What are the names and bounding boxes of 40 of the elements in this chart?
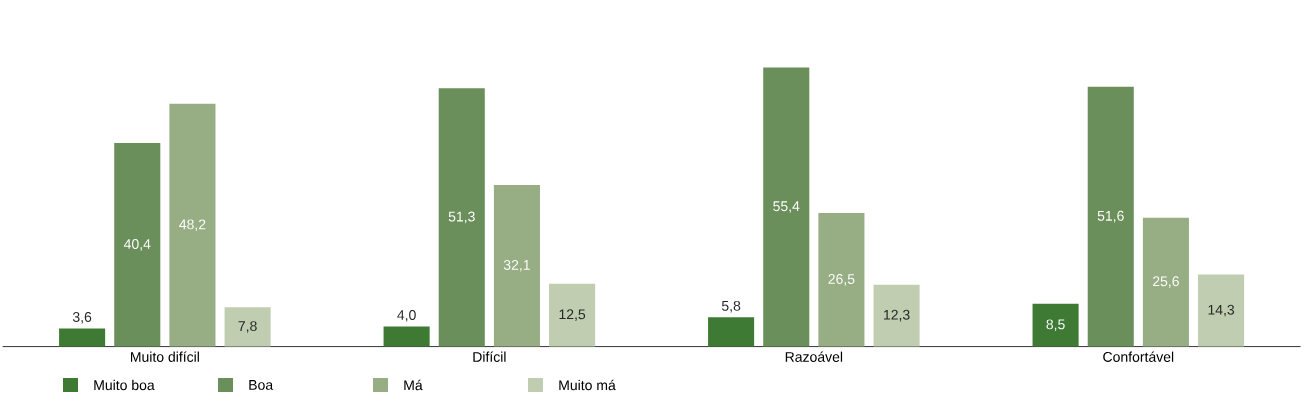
data-label: 40,4 — [123, 239, 151, 251]
data-label: 8,5 — [1046, 319, 1065, 331]
x-tick-label: Confortável — [1103, 351, 1174, 362]
data-label: 25,6 — [1152, 276, 1179, 288]
data-label: 12,3 — [884, 309, 910, 322]
legend-label: Muito boa — [94, 379, 155, 391]
data-label: 51,6 — [1097, 210, 1124, 223]
data-label: 48,2 — [179, 219, 206, 231]
bar — [59, 328, 106, 347]
data-label: 4,0 — [397, 309, 416, 322]
data-label: 5,8 — [721, 300, 741, 313]
bar — [549, 283, 596, 347]
bar — [224, 307, 271, 347]
bar — [114, 143, 161, 347]
bar — [1198, 274, 1245, 347]
data-label: 14,3 — [1208, 304, 1235, 317]
x-tick-label: Muito difícil — [130, 351, 199, 362]
x-tick-label: Razoável — [785, 351, 843, 362]
x-tick-label: Difícil — [473, 351, 506, 362]
bar — [493, 184, 540, 347]
bar — [708, 317, 755, 347]
data-label: 12,5 — [559, 309, 586, 321]
bar — [1032, 303, 1079, 347]
data-label: 51,3 — [448, 211, 475, 224]
bar — [383, 326, 430, 347]
legend-label: Boa — [249, 380, 274, 390]
legend-label: Muito má — [559, 379, 616, 391]
bar — [169, 103, 216, 347]
bar — [1142, 217, 1189, 347]
legend-label: Má — [404, 379, 423, 391]
bar — [818, 213, 865, 347]
data-label: 55,4 — [773, 201, 800, 213]
data-label: 3,6 — [72, 312, 92, 324]
data-label: 32,1 — [503, 259, 530, 272]
bar — [873, 284, 920, 347]
bar — [438, 88, 485, 347]
bar — [1087, 86, 1134, 347]
bar — [763, 67, 810, 347]
data-label: 7,8 — [238, 321, 257, 333]
data-label: 26,5 — [828, 274, 855, 286]
